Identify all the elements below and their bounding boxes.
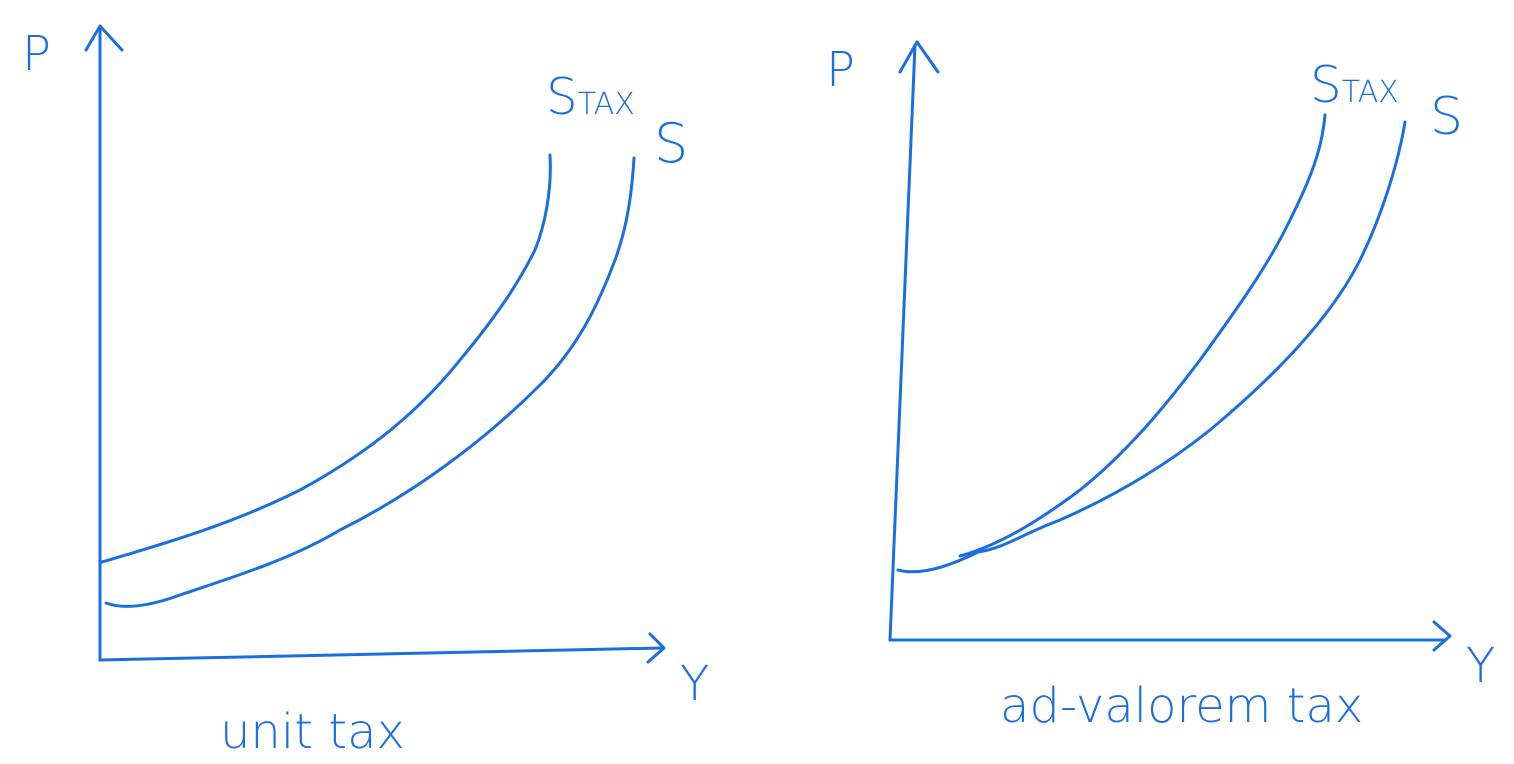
right-caption: ad-valorem tax [1000,678,1363,734]
left-x-axis [98,646,664,662]
left-s-tax-curve [100,153,552,564]
right-s-tax-label: STAX [1310,56,1399,114]
right-s-tax-label-main: S [1310,56,1342,114]
left-s-label: S [654,112,688,175]
right-y-axis-arrow-icon [898,40,940,74]
right-y-axis [888,43,917,642]
left-s-tax-label: STAX [546,68,635,126]
left-y-axis-arrow-icon [84,24,124,52]
left-y-axis-label: P [22,26,51,82]
left-caption: unit tax [220,704,405,760]
ad-valorem-tax-diagram: P Y STAX S ad-valorem tax [826,40,1495,734]
left-x-axis-label: Y [680,656,709,712]
right-y-axis-label: P [826,42,855,98]
right-s-label: S [1430,87,1463,147]
left-x-axis-arrow-icon [646,632,666,664]
right-x-axis-label: Y [1466,638,1495,694]
left-s-curve [104,156,636,608]
unit-tax-diagram: P Y STAX S unit tax [22,24,709,760]
right-s-tax-curve [958,113,1327,558]
left-s-tax-label-main: S [546,68,578,126]
left-s-tax-label-sub: TAX [578,87,635,122]
right-s-tax-label-sub: TAX [1342,75,1399,110]
right-x-axis-arrow-icon [1432,620,1452,652]
right-s-curve [896,120,1407,574]
